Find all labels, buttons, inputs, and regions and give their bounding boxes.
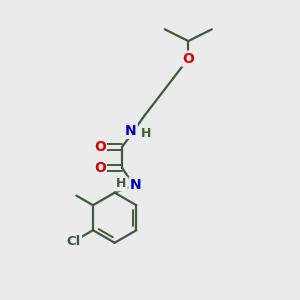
Text: Cl: Cl <box>67 235 81 248</box>
Text: H: H <box>116 177 127 190</box>
Text: O: O <box>94 161 106 175</box>
Text: N: N <box>130 178 141 192</box>
Text: O: O <box>182 52 194 66</box>
Text: O: O <box>94 140 106 154</box>
Text: N: N <box>125 124 137 138</box>
Text: H: H <box>141 127 152 140</box>
